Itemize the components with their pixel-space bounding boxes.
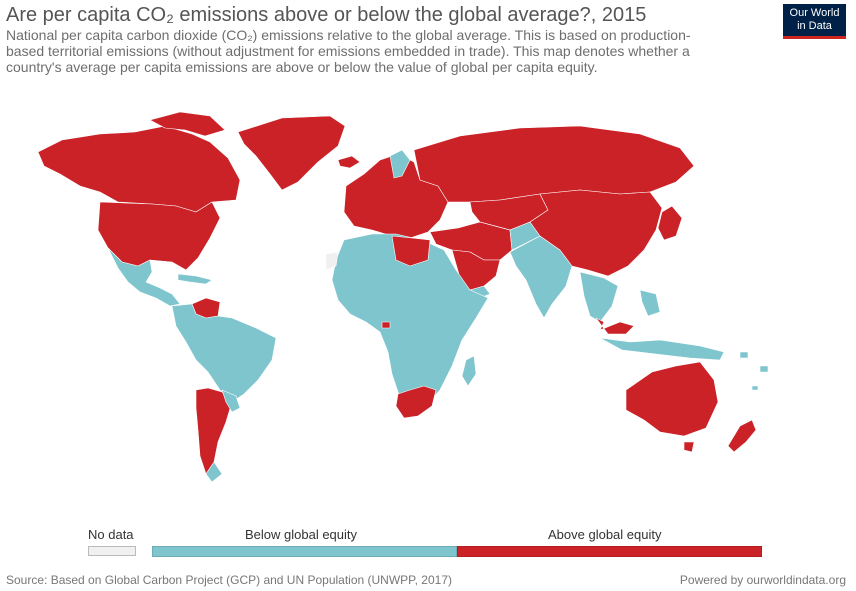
region-pacific-islands[interactable] [739, 351, 769, 391]
region-north-america-north[interactable] [37, 125, 241, 213]
region-arctic-islands[interactable] [149, 111, 226, 137]
region-sweden[interactable] [389, 149, 411, 179]
legend-no-data-label: No data [88, 527, 134, 542]
region-south-america[interactable] [171, 303, 277, 403]
region-greenland[interactable] [237, 115, 346, 191]
legend-bin-below-label: Below global equity [245, 527, 358, 542]
region-maritime-southeast-asia[interactable] [599, 289, 725, 361]
region-china-mongolia[interactable] [529, 189, 663, 277]
region-japan-korea[interactable] [657, 205, 683, 241]
chart-subtitle: National per capita carbon dioxide (CO₂)… [6, 27, 691, 75]
legend-bin-above-swatch[interactable] [457, 546, 762, 557]
region-madagascar[interactable] [461, 355, 477, 387]
region-argentina-chile[interactable] [195, 387, 233, 475]
region-europe[interactable] [343, 153, 449, 239]
world-map[interactable] [0, 90, 856, 515]
region-caribbean[interactable] [177, 273, 213, 285]
region-russia[interactable] [413, 125, 695, 203]
region-equatorial-guinea[interactable] [381, 321, 391, 329]
region-western-sahara[interactable] [325, 251, 339, 271]
region-iceland[interactable] [337, 155, 361, 169]
region-mexico-central-america[interactable] [107, 247, 181, 307]
source-note: Source: Based on Global Carbon Project (… [6, 573, 452, 587]
owid-logo[interactable]: Our World in Data [783, 4, 846, 39]
region-southern-cone-small[interactable] [221, 389, 241, 413]
legend-no-data-swatch[interactable] [88, 546, 136, 556]
world-map-svg [37, 111, 769, 483]
region-south-africa[interactable] [395, 385, 437, 419]
logo-line-2: in Data [797, 20, 832, 32]
legend-bin-below-swatch[interactable] [152, 546, 457, 557]
legend-bin-above-label: Above global equity [548, 527, 662, 542]
logo-line-1: Our World [789, 7, 840, 19]
region-southeast-asia[interactable] [579, 271, 619, 323]
chart-title: Are per capita CO₂ emissions above or be… [6, 4, 647, 26]
region-new-zealand[interactable] [727, 419, 757, 453]
region-tasmania[interactable] [683, 441, 695, 453]
region-australia[interactable] [625, 361, 719, 437]
owid-credit-link[interactable]: Powered by ourworldindata.org [679, 573, 846, 587]
region-malaysia[interactable] [595, 317, 635, 335]
region-patagonia-tip[interactable] [205, 461, 223, 483]
region-north-africa[interactable] [391, 235, 431, 267]
